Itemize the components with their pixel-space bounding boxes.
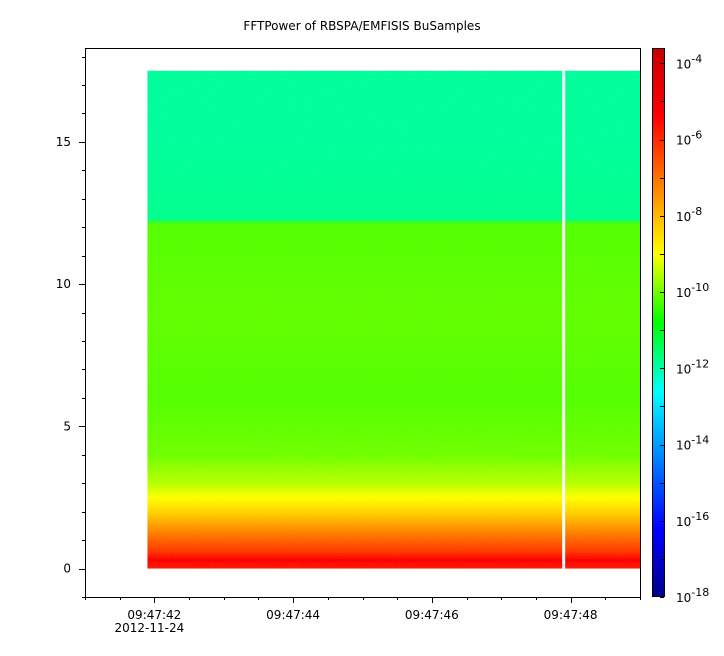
spectrogram-data (147, 70, 640, 569)
colorbar-tick-label: 10-6 (676, 129, 702, 148)
x-tick-label: 09:47:48 (544, 608, 598, 622)
y-tick-label: 10 (56, 277, 71, 291)
y-tick-label: 15 (56, 135, 71, 149)
colorbar-tick-label: 10-18 (676, 586, 709, 605)
chart-title: FFTPower of RBSPA/EMFISIS BuSamples (243, 19, 480, 33)
colorbar-tick-label: 10-10 (676, 281, 709, 300)
colorbar-tick-label: 10-14 (676, 434, 709, 453)
colorbar (652, 48, 664, 597)
colorbar-tick-label: 10-8 (676, 205, 702, 224)
colorbar-tick-label: 10-12 (676, 357, 709, 376)
x-tick-sublabel: 2012-11-24 (115, 621, 185, 635)
colorbar-tick-label: 10-16 (676, 510, 709, 529)
x-tick-label: 09:47:46 (405, 608, 459, 622)
y-axis: 0 5 10 15 (56, 57, 85, 598)
x-tick-label: 09:47:44 (266, 608, 320, 622)
x-tick-label: 09:47:42 (127, 608, 181, 622)
colorbar-axis: 10-18 10-16 10-14 10-12 10-10 10-8 10-6 10-4 (660, 52, 709, 605)
y-tick-label: 0 (63, 562, 71, 576)
y-tick-label: 5 (63, 419, 71, 433)
colorbar-tick-label: 10-4 (676, 52, 702, 71)
heatmap-image (147, 70, 640, 569)
data-gap (562, 70, 566, 569)
colorbar-frame (652, 48, 665, 597)
